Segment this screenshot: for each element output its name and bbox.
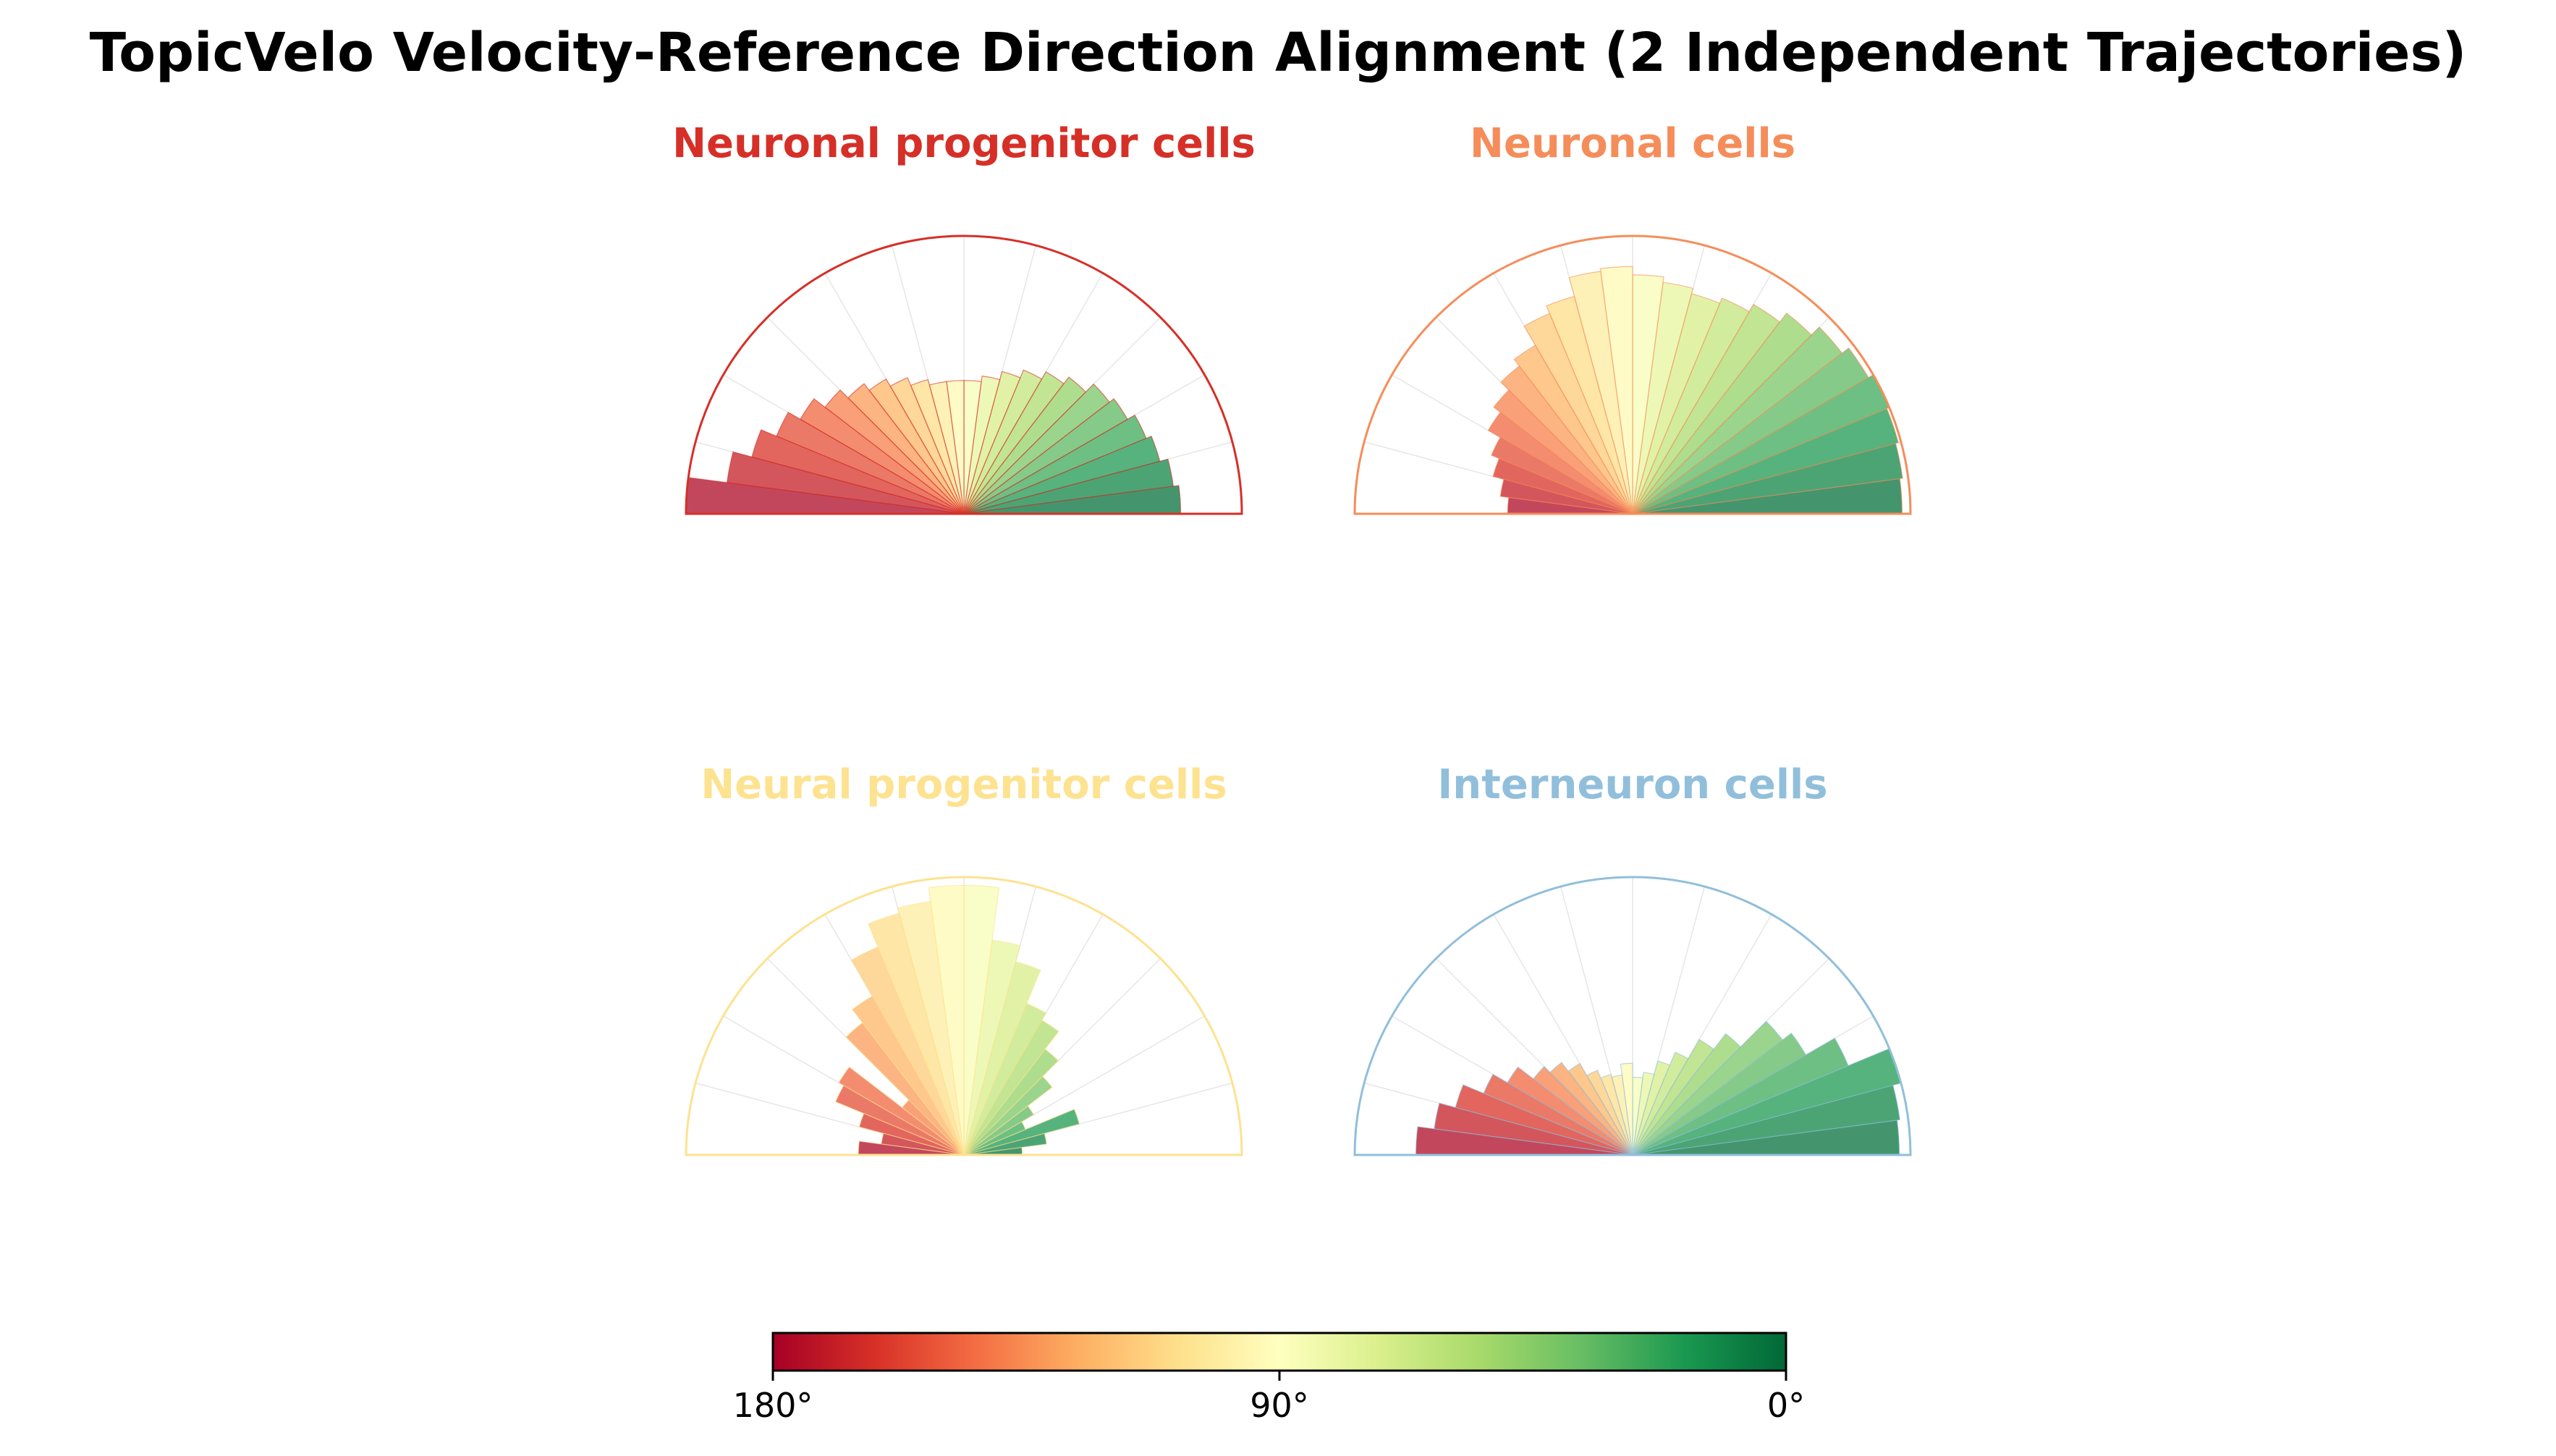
histogram-bar: [963, 375, 1001, 515]
colorbar-tick-label: 0°: [1767, 1386, 1805, 1425]
figure-title: TopicVelo Velocity-Reference Direction A…: [89, 22, 2467, 84]
histogram-bar: [838, 1066, 965, 1156]
polar-frame: [1353, 876, 1912, 1156]
colorbar-gradient: [771, 1332, 1787, 1372]
histogram-bar: [1632, 1072, 1655, 1156]
histogram-bar: [1492, 457, 1633, 515]
histogram-bar: [963, 371, 1021, 515]
histogram-bar: [1632, 1033, 1742, 1156]
histogram-bar: [963, 369, 1043, 515]
histogram-bar: [1632, 297, 1751, 515]
histogram-bar: [1632, 1051, 1689, 1156]
panels-layer: Neuronal progenitor cells Neuronal cells N…: [672, 120, 1912, 1156]
histogram-bar: [858, 1112, 965, 1156]
histogram-bar: [963, 398, 1128, 515]
histogram-bar: [1523, 313, 1633, 515]
colorbar: 180° 90° 0°: [733, 1332, 1805, 1425]
histogram-bar: [1632, 1060, 1671, 1156]
panel-title: Neural progenitor cells: [701, 761, 1227, 808]
polar-panel: Interneuron cells: [1353, 761, 1912, 1156]
histogram-bar: [1493, 389, 1633, 515]
histogram-bar: [963, 383, 1110, 515]
histogram-bar: [845, 1022, 965, 1156]
panel-title: Interneuron cells: [1437, 761, 1827, 808]
histogram-bar: [1632, 1037, 1849, 1156]
colorbar-tick-label: 180°: [733, 1386, 813, 1425]
polar-panel: Neural progenitor cells: [685, 761, 1243, 1156]
histogram-bar: [1632, 303, 1781, 515]
histogram-bar: [867, 913, 965, 1156]
panel-title: Neuronal cells: [1470, 120, 1795, 167]
polar-frame: [685, 234, 1243, 515]
histogram-bar: [1499, 478, 1633, 515]
histogram-bar: [1513, 344, 1633, 515]
histogram-bar: [1491, 436, 1633, 515]
histogram-bar: [1632, 1032, 1807, 1156]
histogram-bar: [1632, 1020, 1784, 1156]
polar-panel: Neuronal cells: [1353, 120, 1912, 515]
polar-frame: [685, 876, 1243, 1156]
histogram-bar: [963, 376, 1087, 515]
histogram-bar: [851, 995, 965, 1156]
histogram-bar: [1632, 312, 1812, 515]
histogram-bar: [1632, 326, 1843, 515]
histogram-bar: [963, 435, 1161, 515]
histogram-bar: [850, 946, 965, 1156]
colorbar-ticks: 180° 90° 0°: [733, 1371, 1805, 1425]
histogram-bar: [834, 1085, 965, 1156]
histogram-bar: [1632, 1038, 1715, 1156]
histogram-bar: [1546, 295, 1633, 515]
panel-title: Neuronal progenitor cells: [672, 120, 1256, 167]
histogram-bar: [1500, 365, 1633, 515]
histogram-bar: [963, 1109, 1080, 1156]
histogram-bar: [1632, 347, 1869, 515]
histogram-bar: [1487, 411, 1633, 515]
polar-frame: [1353, 234, 1912, 515]
histogram-bar: [963, 414, 1147, 515]
polar-panel: Neuronal progenitor cells: [672, 120, 1256, 515]
histogram-bar: [963, 371, 1065, 515]
colorbar-tick-label: 90°: [1250, 1386, 1309, 1425]
